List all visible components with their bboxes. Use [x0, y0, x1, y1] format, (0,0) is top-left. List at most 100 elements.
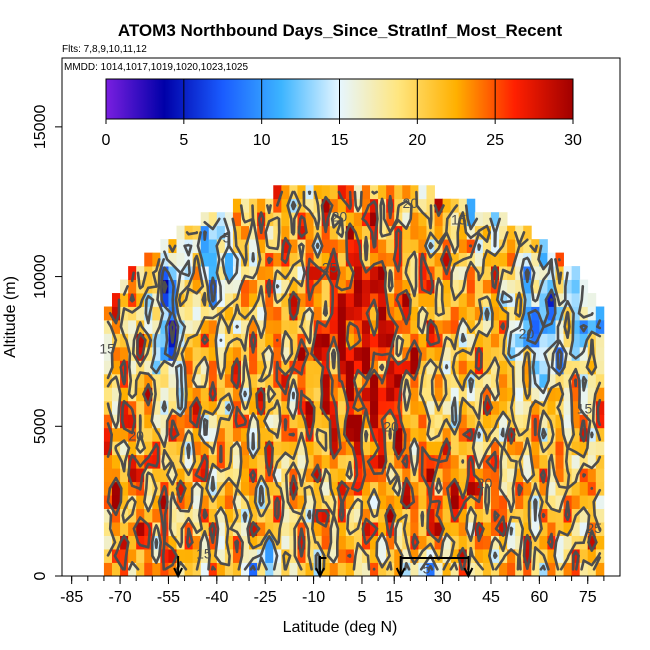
heatmap-cell — [490, 535, 500, 550]
heatmap-cell — [523, 360, 532, 375]
heatmap-cell — [200, 387, 210, 402]
heatmap-cell — [386, 360, 395, 375]
heatmap-cell — [450, 387, 460, 402]
heatmap-cell — [321, 535, 331, 550]
heatmap-cell — [442, 454, 452, 469]
heatmap-cell — [321, 522, 331, 536]
heatmap-cell — [571, 400, 581, 415]
heatmap-cell — [507, 346, 516, 361]
heatmap-cell — [265, 508, 274, 523]
heatmap-cell — [571, 441, 581, 456]
heatmap-cell — [353, 185, 363, 200]
contour-label: 20 — [519, 325, 535, 341]
heatmap-cell — [426, 360, 435, 375]
heatmap-cell — [136, 549, 145, 563]
heatmap-cell — [418, 360, 427, 375]
heatmap-cell — [539, 373, 548, 388]
y-axis: 0 5000 10000 15000 — [32, 105, 62, 580]
heatmap-cell — [450, 549, 460, 563]
heatmap-cell — [136, 293, 145, 307]
heatmap-cell — [394, 373, 403, 388]
heatmap-cell — [595, 414, 605, 429]
heatmap-cell — [111, 562, 121, 576]
heatmap-cell — [136, 441, 145, 456]
heatmap-cell — [434, 293, 444, 307]
heatmap-cell — [321, 387, 331, 402]
heatmap-cell — [208, 427, 218, 442]
heatmap-cell — [394, 279, 403, 294]
heatmap-cell — [345, 293, 355, 307]
heatmap-cell — [224, 293, 234, 307]
heatmap-cell — [515, 400, 524, 415]
heatmap-cell — [329, 266, 339, 280]
heatmap-cell — [273, 481, 282, 496]
heatmap-cell — [257, 427, 266, 442]
heatmap-cell — [232, 225, 242, 240]
heatmap-cell — [192, 319, 202, 334]
heatmap-cell — [410, 198, 419, 213]
heatmap-cell — [216, 400, 226, 415]
heatmap-cell — [111, 293, 121, 307]
heatmap-cell — [249, 400, 258, 415]
heatmap-cell — [587, 549, 597, 563]
heatmap-cell — [241, 279, 250, 294]
heatmap-cell — [192, 481, 202, 496]
heatmap-cell — [168, 522, 177, 536]
heatmap-cell — [482, 212, 492, 227]
heatmap-cell — [160, 306, 169, 321]
heatmap-cell — [523, 225, 532, 240]
heatmap-cell — [329, 279, 339, 294]
heatmap-cell — [184, 400, 194, 415]
heatmap-cell — [595, 454, 605, 469]
heatmap-cell — [120, 333, 129, 348]
heatmap-cell — [547, 333, 556, 348]
heatmap-cell — [563, 414, 573, 429]
heatmap-cell — [531, 319, 540, 334]
heatmap-cell — [241, 212, 250, 227]
heatmap-cell — [321, 293, 331, 307]
heatmap-cell — [539, 239, 548, 254]
heatmap-cell — [442, 508, 452, 523]
heatmap-cell — [176, 293, 185, 307]
heatmap-cell — [394, 333, 403, 348]
heatmap-cell — [232, 562, 242, 576]
heatmap-cell — [499, 387, 508, 402]
heatmap-cell — [313, 346, 323, 361]
heatmap-cell — [152, 414, 161, 429]
heatmap-cell — [515, 333, 524, 348]
heatmap-cell — [434, 508, 444, 523]
heatmap-cell — [458, 441, 468, 456]
heatmap-cell — [192, 427, 202, 442]
heatmap-cell — [281, 306, 290, 321]
heatmap-cell — [353, 266, 363, 280]
heatmap-cell — [208, 360, 218, 375]
heatmap-cell — [450, 319, 460, 334]
heatmap-cell — [474, 252, 484, 267]
heatmap-cell — [370, 373, 379, 388]
heatmap-cell — [321, 346, 331, 361]
heatmap-cell — [394, 427, 403, 442]
heatmap-cell — [402, 522, 411, 536]
contour-label: 20 — [128, 427, 144, 443]
heatmap-cell — [426, 333, 435, 348]
heatmap-cell — [337, 549, 347, 563]
heatmap-cell — [595, 562, 605, 576]
heatmap-cell — [313, 306, 323, 321]
heatmap-cell — [345, 319, 355, 334]
heatmap-cell — [523, 387, 532, 402]
heatmap-cell — [321, 279, 331, 294]
heatmap-cell — [329, 562, 339, 576]
heatmap-cell — [458, 239, 468, 254]
heatmap-cell — [555, 468, 564, 483]
heatmap-cell — [297, 481, 306, 496]
heatmap-cell — [490, 293, 500, 307]
heatmap-cell — [345, 562, 355, 576]
heatmap-cell — [450, 495, 460, 510]
heatmap-cell — [507, 306, 516, 321]
heatmap-cell — [313, 508, 323, 523]
heatmap-cell — [563, 400, 573, 415]
heatmap-cell — [442, 427, 452, 442]
heatmap-cell — [499, 293, 508, 307]
heatmap-cell — [539, 454, 548, 469]
